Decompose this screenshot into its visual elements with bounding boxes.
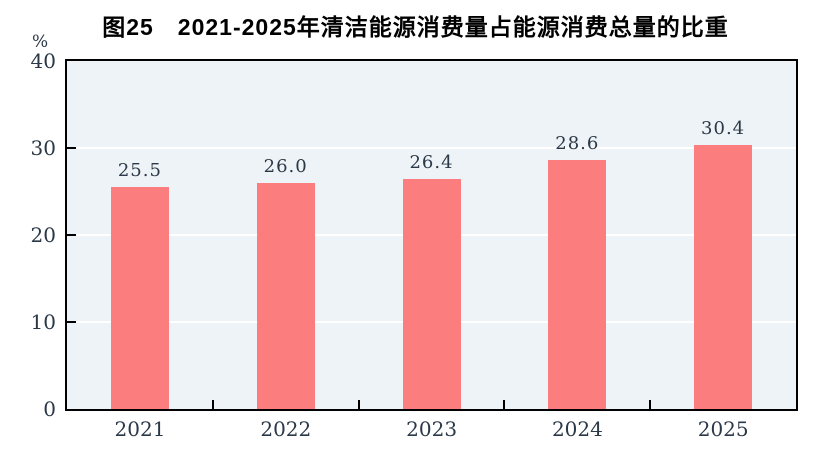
bar-value-label-2022: 26.0 — [263, 155, 308, 177]
plot-area: 25.5 26.0 26.4 28.6 30.4 — [65, 59, 798, 411]
x-axis-tick-4 — [649, 400, 652, 409]
bar-2021 — [110, 187, 169, 409]
bar-2023 — [402, 179, 461, 409]
x-axis-label-2022: 2022 — [260, 417, 312, 441]
y-axis-label-0: 0 — [43, 397, 56, 421]
x-axis-label-2025: 2025 — [697, 417, 749, 441]
x-axis-label-2021: 2021 — [114, 417, 166, 441]
bar-2022 — [256, 182, 315, 409]
y-axis-label-40: 40 — [30, 49, 56, 73]
y-axis-tick-10 — [67, 321, 76, 323]
bar-value-label-2023: 26.4 — [409, 152, 454, 174]
chart-title: 图25 2021-2025年清洁能源消费量占能源消费总量的比重 — [102, 14, 729, 40]
x-axis-label-2024: 2024 — [551, 417, 603, 441]
bar-value-label-2021: 25.5 — [117, 160, 162, 182]
y-axis-tick-20 — [67, 234, 76, 236]
x-axis-tick-3 — [503, 400, 506, 409]
bar-value-label-2024: 28.6 — [555, 133, 600, 155]
bar-value-label-2025: 30.4 — [701, 117, 746, 139]
x-axis-tick-1 — [211, 400, 214, 409]
x-axis-label-2023: 2023 — [406, 417, 458, 441]
y-axis-label-10: 10 — [30, 310, 56, 334]
y-axis-unit-label: % — [32, 32, 49, 52]
bar-2024 — [548, 160, 607, 409]
gridline-30 — [67, 147, 796, 149]
y-axis-tick-30 — [67, 147, 76, 149]
x-axis-tick-2 — [357, 400, 360, 409]
y-axis-label-30: 30 — [30, 136, 56, 160]
y-axis-label-20: 20 — [30, 223, 56, 247]
bar-2025 — [694, 144, 753, 409]
